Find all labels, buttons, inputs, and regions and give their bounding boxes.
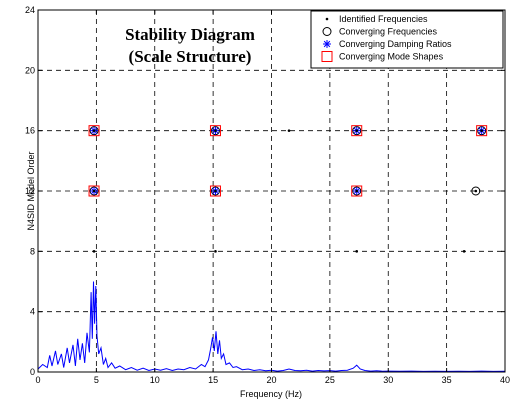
legend-label-identified: Identified Frequencies	[339, 14, 428, 24]
marker-identified	[214, 129, 217, 132]
grid-lines	[38, 10, 505, 372]
x-tick-label: 35	[442, 375, 452, 385]
marker-identified	[214, 250, 217, 253]
marker-shape	[351, 185, 363, 197]
x-tick-label: 20	[266, 375, 276, 385]
marker-shape	[476, 125, 488, 137]
legend-marker-identified	[325, 17, 329, 21]
marker-identified	[287, 129, 291, 132]
marker-identified	[462, 250, 466, 253]
legend: Identified Frequencies Converging Frequen…	[310, 10, 504, 69]
legend-label-damp: Converging Damping Ratios	[339, 39, 452, 49]
x-tick-label: 15	[208, 375, 218, 385]
marker-identified	[355, 189, 359, 193]
x-axis-label: Frequency (Hz)	[240, 389, 302, 399]
y-tick-label: 0	[30, 367, 35, 377]
marker-shape	[88, 185, 100, 197]
marker-identified	[92, 189, 96, 193]
legend-marker-damp	[323, 40, 331, 48]
y-tick-label: 12	[25, 186, 35, 196]
y-tick-label: 8	[30, 246, 35, 256]
legend-label-shape: Converging Mode Shapes	[339, 52, 444, 62]
marker-freq	[471, 186, 481, 196]
x-tick-label: 10	[150, 375, 160, 385]
legend-label-freq: Converging Frequencies	[339, 27, 438, 37]
marker-identified	[474, 189, 478, 193]
marker-identified	[480, 129, 483, 132]
frequency-spectrum	[37, 281, 506, 372]
x-tick-label: 30	[383, 375, 393, 385]
y-tick-label: 20	[25, 65, 35, 75]
chart-title-line-2: (Scale Structure)	[129, 47, 252, 66]
marker-identified	[355, 250, 359, 253]
y-axis-label: N4SID Model Order	[26, 151, 36, 230]
marker-shape	[351, 125, 363, 137]
x-tick-label: 0	[35, 375, 40, 385]
legend-box	[310, 10, 504, 69]
marker-identified	[214, 189, 217, 193]
marker-shape	[88, 125, 100, 137]
legend-marker-shape	[321, 51, 333, 62]
marker-identified	[92, 250, 96, 253]
y-tick-label: 4	[30, 307, 35, 317]
spectrum-line	[37, 281, 506, 372]
x-tick-label: 40	[500, 375, 510, 385]
legend-marker-freq	[322, 27, 332, 36]
x-tick-label: 5	[94, 375, 99, 385]
stability-markers	[88, 125, 488, 253]
marker-identified	[355, 129, 359, 132]
marker-shape	[209, 125, 221, 137]
x-tick-label: 25	[325, 375, 335, 385]
marker-shape	[209, 185, 221, 197]
chart-title-line-1: Stability Diagram	[125, 25, 255, 44]
marker-identified	[92, 129, 96, 132]
y-tick-label: 16	[25, 126, 35, 136]
y-tick-label: 24	[25, 5, 35, 15]
